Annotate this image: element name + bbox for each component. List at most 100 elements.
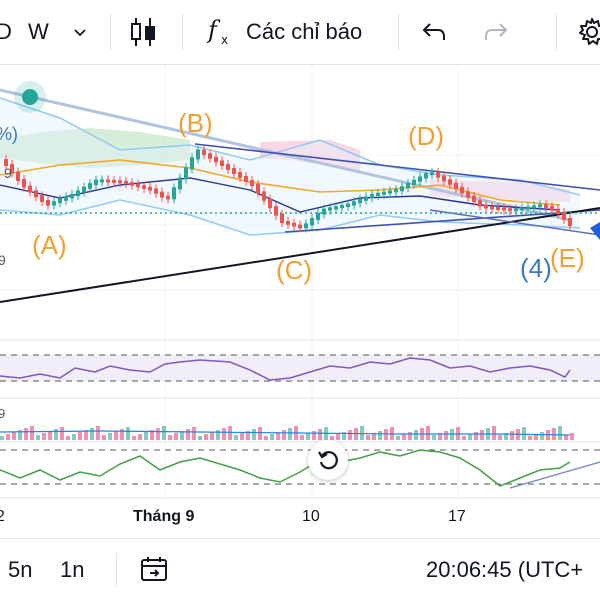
volume-bar — [48, 431, 52, 440]
candle-body — [274, 206, 278, 216]
volume-bar — [504, 433, 508, 440]
volume-pane-label: 9 — [0, 406, 5, 421]
candle-body — [484, 204, 488, 209]
volume-bar — [132, 436, 136, 440]
volume-bar — [54, 429, 58, 440]
interval-button[interactable]: W — [28, 0, 49, 64]
interval-dropdown[interactable] — [72, 0, 88, 64]
volume-bar — [342, 432, 346, 440]
candle-body — [502, 207, 506, 211]
wave-label-B: (B) — [178, 108, 213, 138]
volume-bar — [414, 430, 418, 440]
volume-bar — [156, 428, 160, 440]
chart-type-button[interactable] — [128, 0, 158, 64]
redo-button[interactable] — [482, 0, 510, 64]
top-toolbar: D W f x Các chỉ báo — [0, 0, 600, 65]
candle-body — [322, 208, 326, 215]
volume-bar — [534, 434, 538, 440]
candle-body — [214, 156, 218, 163]
undo-icon — [422, 23, 445, 40]
undo-button[interactable] — [420, 0, 448, 64]
volume-bar — [192, 427, 196, 440]
reset-chart-button[interactable] — [308, 440, 348, 480]
volume-bar — [570, 433, 574, 440]
range-1n-button[interactable]: 1n — [60, 539, 84, 601]
volume-bar — [186, 429, 190, 440]
volume-bar — [174, 433, 178, 440]
ichimoku-cloud-red — [260, 140, 360, 172]
volume-bar — [258, 427, 262, 440]
candle-body — [250, 180, 254, 186]
candle-body — [454, 182, 458, 189]
indicators-button[interactable]: f x Các chỉ báo — [206, 0, 362, 64]
candle-body — [358, 198, 362, 204]
rsi-band — [0, 355, 600, 381]
volume-bar — [228, 426, 232, 440]
range-5n-button[interactable]: 5n — [8, 539, 32, 601]
volume-bar — [300, 435, 304, 440]
volume-bar — [78, 432, 82, 440]
candle-body — [346, 203, 350, 207]
go-to-date-button[interactable] — [140, 539, 170, 601]
candle-body — [184, 167, 188, 180]
volume-bar — [564, 435, 568, 440]
candle-body — [430, 172, 434, 176]
volume-bar — [144, 432, 148, 440]
volume-bar — [102, 435, 106, 440]
candle-body — [478, 200, 482, 207]
candle-body — [460, 186, 464, 194]
candle-body — [298, 224, 302, 229]
candle-body — [400, 186, 404, 192]
wave-label-A: (A) — [32, 230, 67, 260]
candle-body — [172, 187, 176, 200]
volume-bar — [264, 436, 268, 440]
candle-body — [382, 191, 386, 195]
trendline-bottom-right — [429, 209, 600, 236]
volume-bar — [552, 428, 556, 440]
chevron-down-icon — [74, 29, 86, 37]
clock-timezone-button[interactable]: 20:06:45 (UTC+ — [426, 539, 583, 601]
volume-bar — [120, 429, 124, 440]
volume-bar — [480, 430, 484, 440]
volume-bar — [408, 432, 412, 440]
candle-body — [208, 153, 212, 159]
right-edge-arrow-icon — [590, 222, 600, 240]
candle-body — [70, 194, 74, 199]
volume-bar — [222, 428, 226, 440]
candle-body — [472, 195, 476, 203]
volume-bar — [36, 435, 40, 440]
candle-body — [88, 183, 92, 189]
candle-body — [328, 207, 332, 211]
candlestick-icon — [131, 18, 155, 46]
volume-bar — [366, 435, 370, 440]
candle-body — [166, 195, 170, 200]
volume-bar — [96, 426, 100, 440]
candle-body — [406, 183, 410, 189]
selection-handle[interactable] — [22, 89, 38, 105]
volume-bar — [24, 428, 28, 440]
left-edge-nine-top: 9 — [4, 165, 12, 181]
candle-body — [100, 179, 104, 183]
toolbar-divider — [398, 14, 399, 50]
settings-button[interactable] — [576, 0, 600, 64]
fx-icon: f x — [206, 16, 228, 47]
toolbar-divider — [110, 14, 111, 50]
stoch-trendline — [509, 461, 600, 489]
time-axis-17: 17 — [448, 508, 466, 525]
volume-bar — [528, 436, 532, 440]
candle-body — [340, 205, 344, 209]
svg-text:f: f — [206, 16, 221, 44]
candle-body — [538, 204, 542, 208]
price-chart[interactable]: %) 9 9 (A) (B) (C) (D) (E) (4) 9 2 Tháng… — [0, 65, 600, 535]
candle-body — [52, 201, 56, 206]
candle-body — [490, 206, 494, 210]
candle-body — [136, 183, 140, 188]
candle-body — [238, 172, 242, 178]
interval-partial-button[interactable]: D — [0, 0, 12, 64]
candle-body — [292, 222, 296, 227]
candle-body — [562, 212, 566, 220]
volume-bar — [492, 426, 496, 440]
candle-body — [514, 208, 518, 212]
candle-body — [556, 208, 560, 214]
candle-body — [532, 205, 536, 209]
